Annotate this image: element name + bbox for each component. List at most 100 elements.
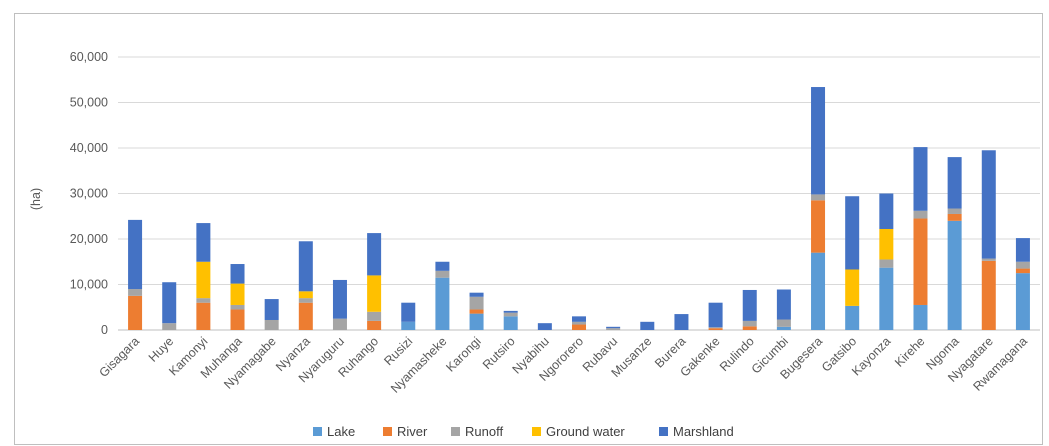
bar-segment <box>708 327 723 329</box>
bar-segment <box>503 312 518 317</box>
y-tick-label: 50,000 <box>70 96 108 110</box>
x-axis-tick-labels: Gisagara HuyeKamonyiMuhangaNyamagabeNyanz… <box>96 334 1030 396</box>
bar-segment <box>947 208 962 214</box>
bar-segment <box>401 321 416 330</box>
bar-segment <box>503 310 518 313</box>
bar-segment <box>196 261 211 299</box>
legend-swatch <box>451 427 460 436</box>
bar-segment <box>845 196 860 270</box>
bar-segment <box>128 295 143 330</box>
y-tick-label: 60,000 <box>70 50 108 64</box>
chart-frame <box>14 13 1043 445</box>
x-tick-label: Karongi <box>443 334 483 374</box>
bar-segment <box>128 219 143 290</box>
y-axis-tick-labels: 0 10,000 20,000 30,000 40,000 50,000 60,000 <box>70 50 108 337</box>
legend: Lake River Runoff Ground water Marshland <box>313 424 734 439</box>
bar-segment <box>776 326 791 330</box>
bar-segment <box>469 309 484 314</box>
legend-swatch <box>659 427 668 436</box>
bar-segment <box>1015 238 1030 262</box>
x-tick-label: Gisagara <box>96 334 142 380</box>
bar-segment <box>230 304 245 310</box>
bar-segment <box>230 264 245 284</box>
bar-segment <box>879 193 894 229</box>
bar-segment <box>742 320 757 327</box>
bar-segment <box>879 267 894 330</box>
bar-segment <box>332 279 347 319</box>
y-tick-label: 10,000 <box>70 278 108 292</box>
bar-segment <box>469 313 484 330</box>
bar-segment <box>811 252 826 330</box>
bar-segment <box>401 302 416 322</box>
bar-segment <box>913 210 928 219</box>
bar-segment <box>572 316 586 322</box>
bar-segment <box>845 305 860 330</box>
bar-segment <box>1015 273 1030 330</box>
y-tick-label: 0 <box>101 323 108 337</box>
bar-segment <box>435 277 450 330</box>
bar-segment <box>776 289 791 320</box>
bar-segment <box>230 309 245 330</box>
bar-segment <box>708 302 723 328</box>
bar-segment <box>1015 268 1030 274</box>
bar-segment <box>981 258 996 261</box>
bar-segment <box>879 259 894 268</box>
bar-segment <box>435 270 450 278</box>
bar-segment <box>128 289 143 296</box>
bar-segment <box>708 328 723 330</box>
bar-segment <box>469 296 484 310</box>
legend-swatch <box>532 427 541 436</box>
bar-segment <box>811 200 826 253</box>
y-tick-label: 20,000 <box>70 232 108 246</box>
legend-label: Lake <box>327 424 355 439</box>
bar-segment <box>264 319 279 330</box>
y-axis-label: (ha) <box>29 188 43 210</box>
bars <box>128 87 1030 330</box>
y-tick-label: 40,000 <box>70 141 108 155</box>
bar-segment <box>981 260 996 330</box>
bar-segment <box>367 275 382 312</box>
legend-label: Ground water <box>546 424 625 439</box>
bar-segment <box>435 261 450 271</box>
bar-segment <box>298 302 313 330</box>
bar-segment <box>503 316 518 330</box>
bar-segment <box>196 298 211 303</box>
bar-segment <box>298 291 313 299</box>
bar-segment <box>264 299 279 320</box>
bar-segment <box>845 269 860 306</box>
bar-segment <box>913 218 928 305</box>
bar-segment <box>572 324 586 330</box>
legend-swatch <box>383 427 392 436</box>
bar-segment <box>879 228 894 260</box>
bar-segment <box>776 319 791 327</box>
bar-segment <box>298 241 313 292</box>
x-tick-label: Kirehe <box>892 334 927 369</box>
bar-segment <box>947 213 962 221</box>
bar-segment <box>537 323 552 330</box>
bar-segment <box>230 283 245 305</box>
bar-segment <box>640 321 655 330</box>
bar-segment <box>947 220 962 330</box>
bar-segment <box>196 302 211 330</box>
bar-segment <box>1015 261 1030 269</box>
bar-segment <box>674 314 689 330</box>
bar-segment <box>469 292 484 297</box>
bar-segment <box>811 194 826 201</box>
bar-segment <box>298 298 313 303</box>
legend-label: River <box>397 424 428 439</box>
legend-label: Runoff <box>465 424 503 439</box>
legend-swatch <box>313 427 322 436</box>
bar-segment <box>913 147 928 211</box>
bar-segment <box>947 157 962 209</box>
bar-segment <box>572 321 586 325</box>
bar-segment <box>742 289 757 321</box>
bar-segment <box>367 311 382 321</box>
bar-segment <box>606 326 621 329</box>
bar-segment <box>367 233 382 276</box>
gridlines <box>118 56 1040 331</box>
bar-segment <box>913 304 928 330</box>
bar-segment <box>811 87 826 195</box>
x-tick-label: Huye <box>146 334 177 365</box>
bar-segment <box>367 320 382 330</box>
